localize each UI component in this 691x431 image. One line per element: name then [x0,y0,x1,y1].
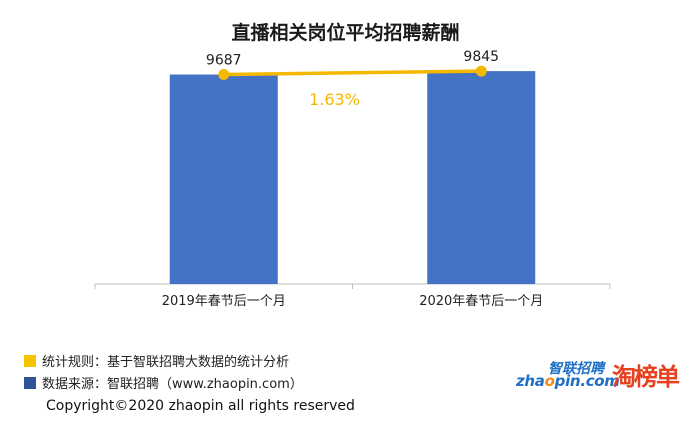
zhaopin-logo-en: zhaopin.com [516,372,620,390]
data-label: 9845 [463,49,499,65]
trend-line [223,69,482,77]
x-tick-label: 2019年春节后一个月 [162,294,286,309]
copyright: Copyright©2020 zhaopin all rights reserv… [46,398,355,414]
note-rule-text: 统计规则：基于智联招聘大数据的统计分析 [42,355,290,370]
note-rule: 统计规则：基于智联招聘大数据的统计分析 [24,351,289,370]
bar [169,74,278,285]
rule-swatch [24,354,36,367]
trend-point [218,69,230,81]
chart-title: 直播相关岗位平均招聘薪酬 [231,22,460,44]
data-label: 9687 [206,53,242,69]
trend-point [475,65,487,77]
x-tick-label: 2020年春节后一个月 [419,294,543,309]
note-source-text: 数据来源：智联招聘（www.zhaopin.com） [42,377,303,392]
taobangdan-logo: 淘榜单 [612,363,680,391]
note-source: 数据来源：智联招聘（www.zhaopin.com） [24,373,303,392]
zhaopin-logo-cn: 智联招聘 [548,361,604,377]
bar [427,71,536,285]
source-swatch [24,376,36,389]
growth-label: 1.63% [309,90,360,109]
